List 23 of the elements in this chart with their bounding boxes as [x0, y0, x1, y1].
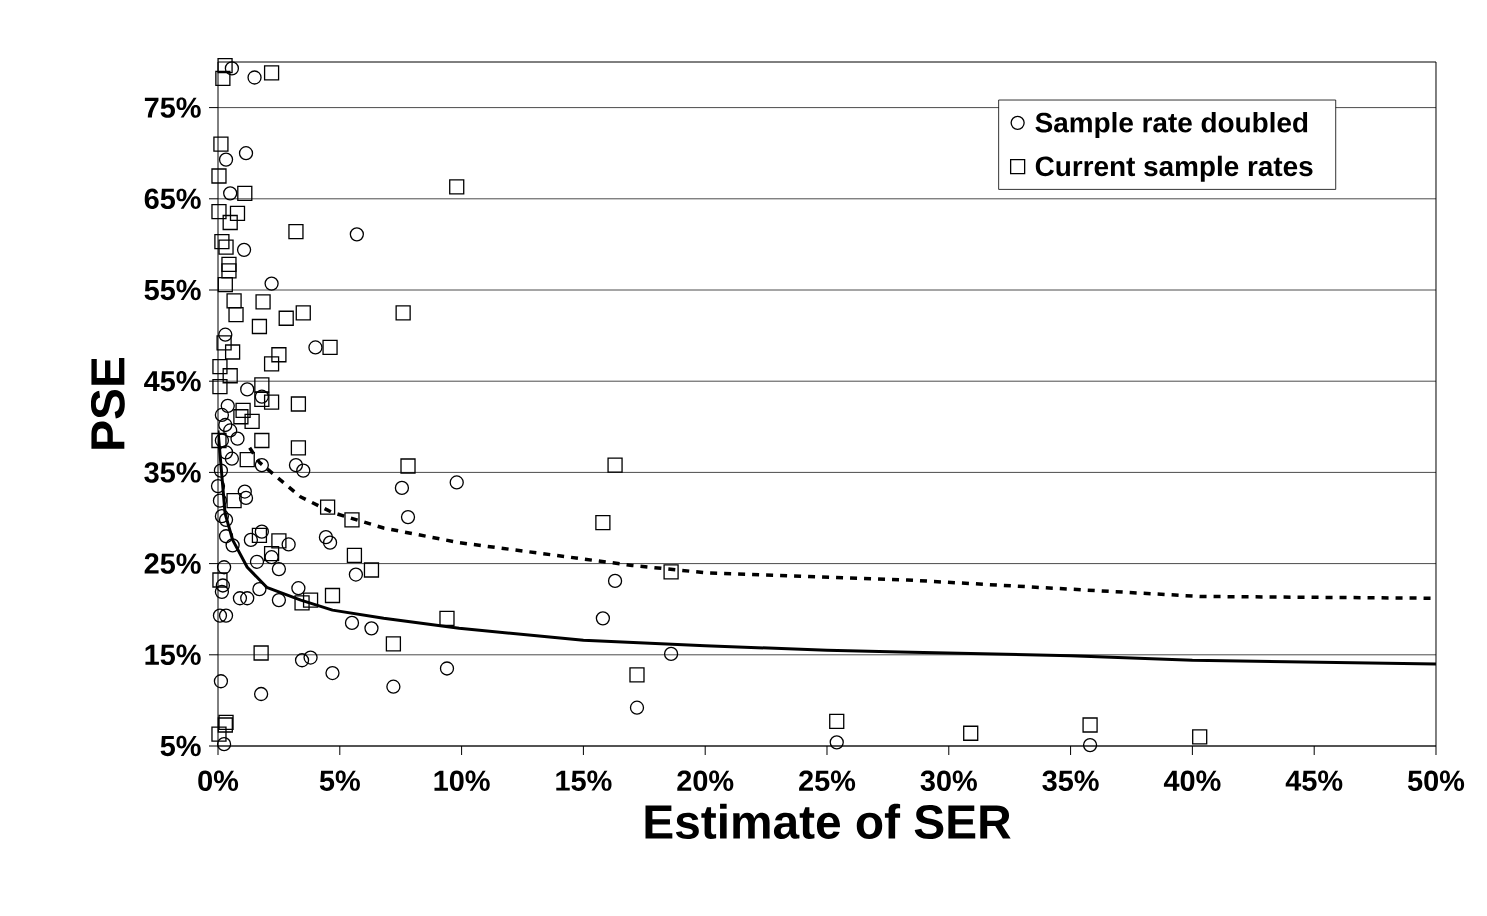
x-tick-label: 35% — [1042, 770, 1099, 792]
y-axis-title: PSE — [90, 358, 125, 449]
y-tick-label: 25% — [144, 553, 201, 574]
legend-label: Current sample rates — [1035, 155, 1313, 182]
y-tick-label: 15% — [145, 644, 201, 665]
x-tick-label: 40% — [1163, 770, 1221, 791]
y-tick-label: 55% — [144, 279, 201, 301]
x-tick-label: 30% — [920, 770, 977, 792]
legend-label: Sample rate doubled — [1035, 112, 1308, 139]
x-tick-label: 0% — [198, 770, 239, 791]
x-tick-label: 45% — [1285, 770, 1343, 791]
x-tick-label: 25% — [799, 770, 856, 791]
x-axis-title: Estimate of SER — [645, 803, 1011, 839]
x-tick-label: 50% — [1407, 770, 1465, 791]
x-tick-label: 5% — [319, 770, 360, 791]
y-tick-label: 5% — [160, 735, 201, 757]
x-tick-label: 20% — [677, 770, 734, 791]
x-tick-label: 15% — [556, 770, 612, 791]
y-tick-label: 45% — [144, 371, 201, 392]
y-tick-label: 75% — [144, 97, 201, 118]
x-tick-label: 10% — [434, 770, 490, 791]
y-tick-label: 35% — [144, 462, 201, 483]
y-tick-label: 65% — [144, 188, 201, 210]
